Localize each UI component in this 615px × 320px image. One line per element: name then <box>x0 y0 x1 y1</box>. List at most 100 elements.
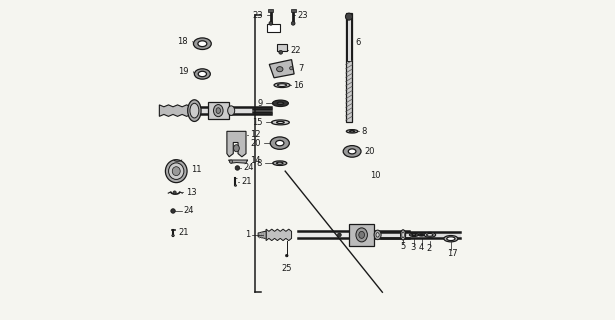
Ellipse shape <box>198 41 207 47</box>
Text: 14: 14 <box>250 156 261 164</box>
Ellipse shape <box>270 137 289 149</box>
Text: 23: 23 <box>297 11 308 20</box>
Bar <box>268 9 274 12</box>
Ellipse shape <box>272 100 288 107</box>
Ellipse shape <box>277 102 284 105</box>
Ellipse shape <box>359 231 365 238</box>
Text: 3: 3 <box>411 243 416 252</box>
Text: 24: 24 <box>243 164 253 172</box>
Text: 8: 8 <box>256 159 262 168</box>
Text: 9: 9 <box>258 99 263 108</box>
Ellipse shape <box>343 146 361 157</box>
Circle shape <box>279 50 283 54</box>
Text: 12: 12 <box>250 130 261 139</box>
Ellipse shape <box>402 232 404 238</box>
Ellipse shape <box>277 121 284 124</box>
Text: 16: 16 <box>293 81 304 90</box>
Bar <box>291 9 296 12</box>
Ellipse shape <box>234 145 239 152</box>
Text: 24: 24 <box>183 206 194 215</box>
Ellipse shape <box>271 120 289 125</box>
Text: 6: 6 <box>355 38 360 47</box>
Ellipse shape <box>273 161 287 165</box>
Ellipse shape <box>400 230 406 240</box>
Ellipse shape <box>194 69 210 79</box>
Circle shape <box>338 233 341 237</box>
Text: 10: 10 <box>371 171 381 180</box>
Text: 25: 25 <box>282 264 292 273</box>
Ellipse shape <box>188 100 201 122</box>
Ellipse shape <box>356 228 367 242</box>
Ellipse shape <box>228 106 235 116</box>
Ellipse shape <box>346 130 358 133</box>
Text: 22: 22 <box>290 45 301 55</box>
Ellipse shape <box>349 131 355 132</box>
Text: 5: 5 <box>400 243 406 252</box>
Ellipse shape <box>277 67 283 72</box>
Ellipse shape <box>172 235 174 236</box>
Ellipse shape <box>424 232 435 237</box>
Polygon shape <box>269 60 294 78</box>
Circle shape <box>285 254 288 257</box>
Polygon shape <box>227 131 246 157</box>
FancyBboxPatch shape <box>349 224 375 246</box>
Bar <box>346 13 352 122</box>
Text: 21: 21 <box>179 228 189 237</box>
Ellipse shape <box>165 160 187 183</box>
Text: 1: 1 <box>245 230 251 239</box>
Text: 4: 4 <box>418 243 424 252</box>
Ellipse shape <box>194 38 212 50</box>
Text: 13: 13 <box>186 188 196 197</box>
Polygon shape <box>258 231 266 239</box>
Ellipse shape <box>446 237 455 241</box>
Ellipse shape <box>420 234 423 236</box>
Ellipse shape <box>410 233 418 236</box>
Circle shape <box>173 191 177 194</box>
Text: 17: 17 <box>447 249 458 258</box>
Ellipse shape <box>427 234 433 236</box>
FancyBboxPatch shape <box>267 24 280 32</box>
Text: 15: 15 <box>252 118 263 127</box>
Ellipse shape <box>277 162 283 164</box>
Ellipse shape <box>213 105 223 117</box>
Ellipse shape <box>172 167 180 176</box>
Ellipse shape <box>216 108 221 114</box>
Polygon shape <box>229 160 248 163</box>
Text: 19: 19 <box>178 67 189 76</box>
Text: 21: 21 <box>241 177 252 186</box>
Circle shape <box>171 209 175 213</box>
Text: 2: 2 <box>427 244 432 253</box>
Ellipse shape <box>274 83 290 87</box>
Bar <box>234 178 237 179</box>
Ellipse shape <box>374 230 381 240</box>
Ellipse shape <box>198 71 207 77</box>
Polygon shape <box>159 105 191 116</box>
Ellipse shape <box>376 233 379 237</box>
Bar <box>171 228 175 230</box>
Circle shape <box>290 67 293 70</box>
Text: 8: 8 <box>361 127 367 136</box>
Ellipse shape <box>277 84 287 86</box>
Polygon shape <box>266 229 292 241</box>
FancyBboxPatch shape <box>277 44 287 51</box>
Ellipse shape <box>418 234 425 236</box>
Ellipse shape <box>229 160 232 163</box>
Bar <box>347 17 351 61</box>
Text: 11: 11 <box>191 165 201 174</box>
Text: 23: 23 <box>253 11 263 20</box>
Ellipse shape <box>411 234 416 236</box>
Ellipse shape <box>169 163 184 180</box>
Text: 7: 7 <box>298 64 303 73</box>
Circle shape <box>269 21 273 25</box>
Text: 18: 18 <box>177 37 188 46</box>
Circle shape <box>346 13 352 20</box>
Ellipse shape <box>234 185 237 186</box>
Ellipse shape <box>348 149 356 154</box>
Ellipse shape <box>444 236 458 242</box>
FancyBboxPatch shape <box>208 102 229 119</box>
Text: 20: 20 <box>251 139 261 148</box>
Circle shape <box>292 21 295 25</box>
Ellipse shape <box>190 103 199 118</box>
Circle shape <box>235 166 240 170</box>
Ellipse shape <box>276 140 284 146</box>
